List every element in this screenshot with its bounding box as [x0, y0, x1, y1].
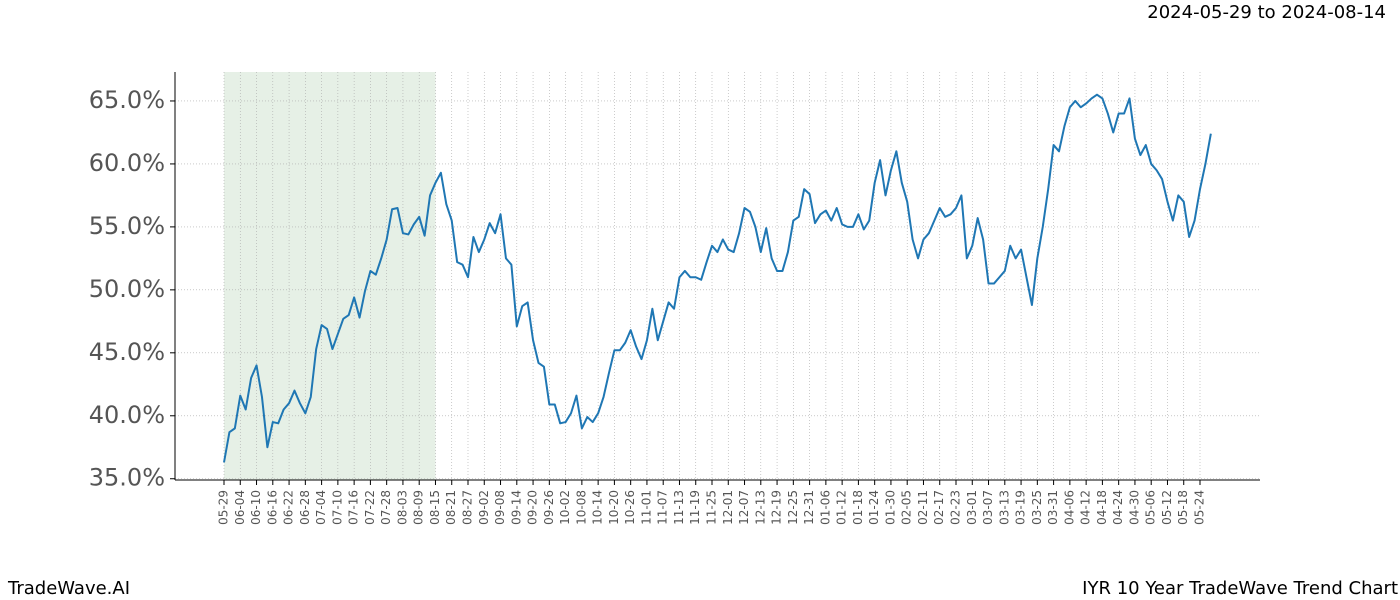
x-tick-label: 04-06 [1062, 490, 1076, 525]
x-tick-label: 10-02 [558, 490, 572, 525]
x-tick-label: 07-22 [363, 490, 377, 525]
x-tick-label: 03-13 [997, 490, 1011, 525]
x-tick-label: 07-16 [347, 490, 361, 525]
x-tick-label: 01-18 [851, 490, 865, 525]
x-tick-label: 01-24 [867, 490, 881, 525]
x-tick-label: 10-26 [623, 490, 637, 525]
x-tick-label: 02-11 [916, 490, 930, 525]
x-tick-label: 07-28 [379, 490, 393, 525]
x-tick-label: 05-06 [1144, 490, 1158, 525]
x-tick-label: 07-04 [314, 490, 328, 525]
x-tick-label: 06-28 [298, 490, 312, 525]
x-tick-label: 02-23 [949, 490, 963, 525]
x-tick-label: 12-19 [770, 490, 784, 525]
x-tick-label: 08-03 [395, 490, 409, 525]
x-tick-label: 12-31 [802, 490, 816, 525]
x-tick-label: 04-30 [1127, 490, 1141, 525]
y-tick-label: 35.0% [89, 464, 165, 492]
x-tick-label: 10-14 [591, 490, 605, 525]
x-tick-label: 10-08 [574, 490, 588, 525]
x-tick-label: 12-25 [786, 490, 800, 525]
x-tick-label: 02-05 [900, 490, 914, 525]
y-tick-label: 60.0% [89, 149, 165, 177]
x-tick-label: 04-18 [1095, 490, 1109, 525]
x-tick-label: 10-20 [607, 490, 621, 525]
x-tick-label: 05-12 [1160, 490, 1174, 525]
x-tick-label: 07-10 [330, 490, 344, 525]
footer-right: IYR 10 Year TradeWave Trend Chart [1082, 578, 1398, 599]
x-tick-label: 12-01 [721, 490, 735, 525]
x-tick-label: 06-22 [282, 490, 296, 525]
x-tick-label: 03-19 [1014, 490, 1028, 525]
x-tick-label: 08-15 [428, 490, 442, 525]
x-tick-label: 03-07 [981, 490, 995, 525]
x-tick-label: 06-10 [249, 490, 263, 525]
x-tick-label: 12-13 [753, 490, 767, 525]
y-tick-label: 55.0% [89, 212, 165, 240]
x-tick-label: 01-06 [818, 490, 832, 525]
x-tick-label: 11-13 [672, 490, 686, 525]
x-tick-label: 02-17 [932, 490, 946, 525]
x-tick-label: 05-24 [1193, 490, 1207, 525]
x-tick-label: 12-07 [737, 490, 751, 525]
x-tick-label: 06-04 [233, 490, 247, 525]
y-tick-label: 40.0% [89, 401, 165, 429]
x-tick-label: 06-16 [265, 490, 279, 525]
x-tick-label: 08-27 [461, 490, 475, 525]
y-tick-label: 45.0% [89, 338, 165, 366]
x-tick-label: 04-12 [1079, 490, 1093, 525]
x-tick-label: 09-02 [477, 490, 491, 525]
x-tick-label: 03-01 [965, 490, 979, 525]
trend-line [223, 93, 1212, 463]
footer-left: TradeWave.AI [7, 578, 130, 599]
highlight-span [224, 72, 436, 480]
x-tick-label: 09-20 [526, 490, 540, 525]
x-tick-label: 03-25 [1030, 490, 1044, 525]
x-tick-label: 01-30 [883, 490, 897, 525]
date-range: 2024-05-29 to 2024-08-14 [1147, 2, 1386, 23]
x-tick-label: 01-12 [835, 490, 849, 525]
x-tick-label: 08-09 [412, 490, 426, 525]
x-tick-label: 09-26 [542, 490, 556, 525]
x-tick-label: 11-07 [656, 490, 670, 525]
x-tick-label: 09-08 [493, 490, 507, 525]
x-tick-label: 05-18 [1176, 490, 1190, 525]
x-tick-label: 09-14 [509, 490, 523, 525]
x-tick-label: 05-29 [217, 490, 231, 525]
x-tick-label: 08-21 [444, 490, 458, 525]
x-tick-label: 03-31 [1046, 490, 1060, 525]
x-tick-label: 11-19 [688, 490, 702, 525]
y-tick-label: 50.0% [89, 275, 165, 303]
x-tick-label: 11-01 [639, 490, 653, 525]
x-tick-label: 04-24 [1111, 490, 1125, 525]
y-tick-label: 65.0% [89, 86, 165, 114]
x-tick-label: 11-25 [705, 490, 719, 525]
